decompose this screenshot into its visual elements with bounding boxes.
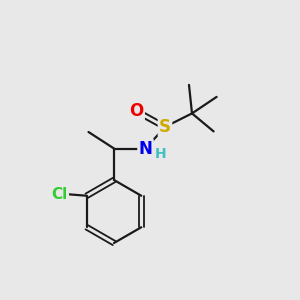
Text: Cl: Cl: [52, 187, 68, 202]
Text: N: N: [139, 140, 152, 158]
Text: S: S: [159, 118, 171, 136]
Text: H: H: [155, 147, 166, 161]
Text: O: O: [129, 102, 144, 120]
